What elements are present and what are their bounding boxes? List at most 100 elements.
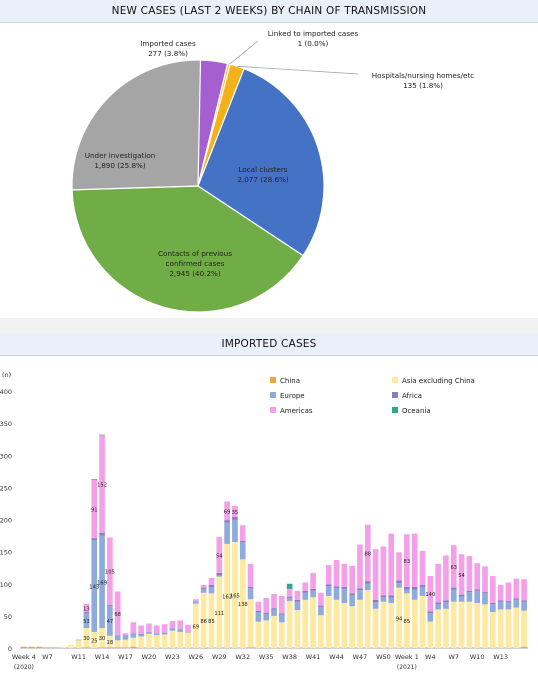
- bar-segment-china: [107, 647, 113, 648]
- bar-segment-europe: [349, 595, 355, 607]
- bar-segment-asia-excluding-china: [364, 590, 371, 648]
- bar-segment-africa: [83, 612, 90, 614]
- bar-segment-china: [122, 647, 129, 648]
- x-tick-label: W26: [188, 653, 203, 661]
- y-tick-label: 150: [0, 549, 12, 557]
- bar-segment-americas: [263, 597, 269, 613]
- pie-slice-name-4: Local clusters: [238, 165, 287, 174]
- bar-segment-americas: [138, 625, 144, 634]
- bar-segment-americas: [427, 576, 434, 612]
- bar-segment-africa: [302, 590, 309, 593]
- bar-segment-china: [247, 647, 254, 648]
- bar-segment-asia-excluding-china: [427, 621, 434, 648]
- bar-segment-europe: [263, 613, 269, 621]
- bar-segment-americas: [357, 544, 363, 589]
- bar-segment-asia-excluding-china: [193, 603, 199, 648]
- bar-segment-oceania: [91, 479, 98, 480]
- bar-segment-asia-excluding-china: [497, 609, 504, 648]
- bar-segment-africa: [427, 611, 434, 614]
- bar-segment-europe: [490, 604, 496, 613]
- bar-segment-asia-excluding-china: [91, 631, 98, 648]
- bar-data-label: 13: [83, 606, 90, 612]
- bar-segment-americas: [114, 591, 121, 636]
- bar-segment-europe: [450, 589, 457, 602]
- bar-segment-europe: [396, 583, 402, 588]
- bar-segment-europe: [302, 592, 309, 600]
- pie-slice-6: [71, 59, 202, 191]
- bar-segment-europe: [443, 602, 449, 609]
- bar-segment-asia-excluding-china: [466, 601, 473, 648]
- bar-segment-africa: [91, 538, 98, 541]
- bar-segment-europe: [271, 609, 277, 616]
- bar-segment-asia-excluding-china: [372, 608, 379, 648]
- bar-segment-asia-excluding-china: [341, 603, 348, 648]
- bar-segment-asia-excluding-china: [107, 635, 113, 648]
- pie-slice-5: [71, 185, 304, 313]
- bar-segment-americas: [388, 533, 395, 596]
- bar-segment-americas: [513, 578, 520, 599]
- bar-segment-africa: [443, 600, 449, 603]
- bar-segment-europe: [411, 589, 418, 600]
- y-tick-label: 200: [0, 517, 12, 525]
- pie-slice-name-6: Under investigation: [85, 151, 156, 160]
- bar-segment-oceania: [99, 434, 105, 436]
- bar-segment-americas: [380, 546, 387, 596]
- bar-segment-china: [44, 647, 51, 648]
- bar-segment-asia-excluding-china: [99, 628, 105, 648]
- bar-segment-asia-excluding-china: [216, 576, 223, 648]
- bar-segment-africa: [99, 532, 105, 536]
- x-tick-label: W38: [282, 653, 297, 661]
- bar-segment-europe: [505, 602, 512, 610]
- bar-segment-americas: [232, 506, 238, 517]
- bar-segment-asia-excluding-china: [388, 603, 395, 648]
- bar-segment-americas: [372, 549, 379, 600]
- bar-segment-europe: [146, 631, 152, 634]
- bar-segment-americas: [271, 594, 277, 609]
- bar-data-label: 25: [91, 638, 98, 644]
- bar-segment-oceania: [286, 583, 293, 589]
- bar-segment-asia-excluding-china: [333, 599, 340, 648]
- bar-data-label: 91: [91, 507, 98, 513]
- bar-chart: 0 50 100 150 200 250 300 350 400 (n) 152 169 30 91 143…: [0, 371, 528, 671]
- bar-segment-asia-excluding-china: [263, 620, 269, 648]
- bar-segment-asia-excluding-china: [185, 632, 191, 648]
- bar-segment-china: [521, 646, 527, 648]
- pie-slice-value-2: 1 (0.0%): [298, 39, 329, 48]
- bar-segment-asia-excluding-china: [130, 637, 137, 647]
- bar-segment-china: [21, 646, 27, 648]
- pie-slice-value-4: 2,077 (28.6%): [237, 175, 288, 184]
- bar-segment-europe: [122, 635, 129, 640]
- bar-segment-americas: [130, 622, 137, 634]
- bar-segment-europe: [466, 592, 473, 602]
- bar-segment-europe: [427, 613, 434, 622]
- bar-data-label: 30: [99, 636, 106, 642]
- y-tick-label: 50: [4, 613, 12, 621]
- panel-divider: [0, 318, 538, 333]
- bar-segment-asia-excluding-china: [279, 622, 285, 648]
- bar-segment-europe: [318, 606, 324, 616]
- bar-segment-americas: [286, 588, 293, 597]
- bar-segment-china: [83, 647, 90, 648]
- bar-segment-africa: [513, 598, 520, 600]
- bar-segment-asia-excluding-china: [60, 646, 66, 648]
- bar-segment-asia-excluding-china: [411, 599, 418, 648]
- bar-segment-africa: [279, 613, 285, 615]
- bar-segment-africa: [138, 633, 144, 635]
- pie-slice-name-1: Imported cases: [140, 39, 196, 48]
- bar-segment-africa: [286, 596, 293, 598]
- bar-segment-china: [28, 646, 35, 648]
- bar-segment-asia-excluding-china: [318, 615, 324, 648]
- bar-segment-americas: [419, 550, 426, 586]
- bar-segment-africa: [224, 520, 230, 523]
- bar-data-label: 35: [232, 510, 239, 516]
- bar-segment-americas: [107, 537, 113, 605]
- bar-segment-americas: [255, 601, 262, 611]
- y-tick-label: 350: [0, 420, 12, 428]
- bar-segment-americas: [404, 534, 410, 587]
- bar-data-label: 54: [216, 553, 223, 559]
- bar-data-label: 86: [200, 619, 207, 625]
- bar-data-label: 85: [404, 619, 411, 625]
- bar-segment-europe: [75, 639, 82, 641]
- bar-segment-europe: [114, 635, 121, 641]
